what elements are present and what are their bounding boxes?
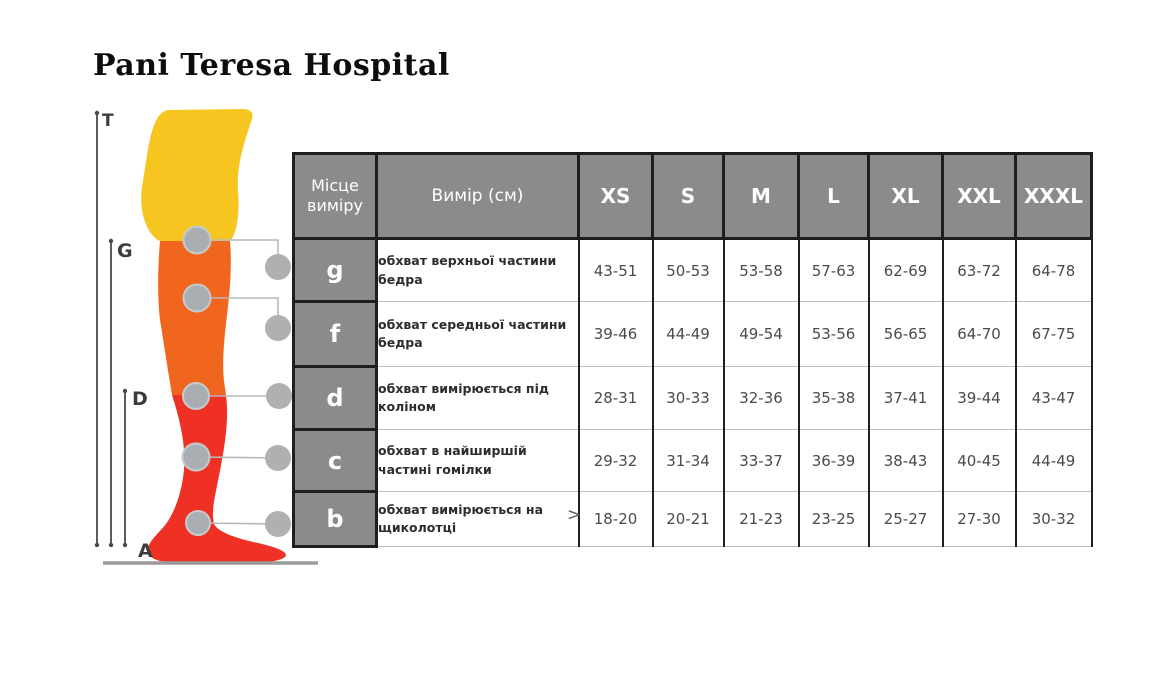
value-cell: 31-34 <box>651 429 725 492</box>
value-cell: 25-27 <box>867 491 944 547</box>
value-cell: 57-63 <box>797 238 870 302</box>
value-cell: 27-30 <box>941 491 1017 547</box>
column-header-size-xl: XL <box>867 152 944 240</box>
shin-foot-shape <box>147 395 286 565</box>
value-cell: 49-54 <box>722 301 800 367</box>
value-cell: 43-51 <box>577 238 654 302</box>
dimension-line-ends <box>94 110 128 548</box>
column-header-size-s: S <box>651 152 725 240</box>
value-cell: 20-21 <box>651 491 725 547</box>
calf-shape <box>158 241 231 395</box>
column-header-size-xxxl: XXXL <box>1014 152 1093 240</box>
column-header-measure: Вимір (см) <box>375 152 580 240</box>
row-label-f: f <box>292 300 378 368</box>
dimension-lines <box>96 113 126 545</box>
column-header-size-l: L <box>797 152 870 240</box>
label-G: G <box>117 240 133 262</box>
table-header-row: Місце виміру Вимір (см) XS S M L XL XXL … <box>292 152 1093 240</box>
value-cell: 38-43 <box>867 429 944 492</box>
measure-point-d <box>182 382 210 410</box>
column-header-size-xxl: XXL <box>941 152 1017 240</box>
value-cell: 39-46 <box>577 301 654 367</box>
page-title: Pani Teresa Hospital <box>93 48 450 83</box>
value-cell: 64-70 <box>941 301 1017 367</box>
value-cell: 30-32 <box>1014 491 1093 547</box>
value-cell: 40-45 <box>941 429 1017 492</box>
connector-dot-g <box>265 254 291 280</box>
connector-dots <box>265 254 292 537</box>
thigh-shape <box>141 109 253 241</box>
value-cell: 23-25 <box>797 491 870 547</box>
column-header-place: Місце виміру <box>292 152 378 240</box>
value-cell: 21-23 <box>722 491 800 547</box>
row-description-f: обхват середньої частини бедра <box>375 301 580 367</box>
value-cell: 50-53 <box>651 238 725 302</box>
value-cell: 28-31 <box>577 366 654 430</box>
value-cell: 18-20 <box>577 491 654 547</box>
row-description-c: обхват в найширшій частині гомілки <box>375 429 580 492</box>
table-row-g: g обхват верхньої частини бедра 43-51 50… <box>292 237 1093 303</box>
value-cell: 62-69 <box>867 238 944 302</box>
label-T: T <box>102 111 114 131</box>
table-row-f: f обхват середньої частини бедра 39-46 4… <box>292 300 1093 368</box>
label-D: D <box>132 388 148 410</box>
measure-point-g <box>182 225 212 255</box>
row-label-b: b <box>292 490 378 548</box>
row-label-d: d <box>292 365 378 431</box>
leg-diagram: T G D A <box>94 109 318 565</box>
connector-dot-f <box>265 315 291 341</box>
table-row-c: c обхват в найширшій частині гомілки 29-… <box>292 428 1093 493</box>
connector-dot-c <box>265 445 291 471</box>
dimension-labels: T G D A <box>102 111 153 562</box>
artifact-mark: > <box>567 505 582 525</box>
connector-dot-b <box>265 511 291 537</box>
row-label-g: g <box>292 237 378 303</box>
value-cell: 64-78 <box>1014 238 1093 302</box>
value-cell: 29-32 <box>577 429 654 492</box>
row-description-b: обхват вимірюється на щиколотці <box>375 491 580 547</box>
row-description-g: обхват верхньої частини бедра <box>375 238 580 302</box>
size-table: Місце виміру Вимір (см) XS S M L XL XXL … <box>292 152 1093 548</box>
column-header-size-xs: XS <box>577 152 654 240</box>
measure-point-b <box>185 510 211 536</box>
value-cell: 36-39 <box>797 429 870 492</box>
value-cell: 37-41 <box>867 366 944 430</box>
value-cell: 44-49 <box>651 301 725 367</box>
measure-point-f <box>182 283 212 313</box>
value-cell: 67-75 <box>1014 301 1093 367</box>
value-cell: 32-36 <box>722 366 800 430</box>
measure-point-c <box>181 442 211 472</box>
column-header-size-m: M <box>722 152 800 240</box>
value-cell: 56-65 <box>867 301 944 367</box>
connector-b <box>197 522 279 525</box>
value-cell: 53-56 <box>797 301 870 367</box>
row-label-c: c <box>292 428 378 493</box>
table-row-b: b обхват вимірюється на щиколотці 18-20 … <box>292 490 1093 548</box>
value-cell: 30-33 <box>651 366 725 430</box>
value-cell: 44-49 <box>1014 429 1093 492</box>
value-cell: 43-47 <box>1014 366 1093 430</box>
connector-dot-d <box>266 383 292 409</box>
measure-points <box>181 225 212 536</box>
value-cell: 53-58 <box>722 238 800 302</box>
value-cell: 63-72 <box>941 238 1017 302</box>
row-description-d: обхват вимірюється під коліном <box>375 366 580 430</box>
table-row-d: d обхват вимірюється під коліном 28-31 3… <box>292 365 1093 431</box>
value-cell: 39-44 <box>941 366 1017 430</box>
value-cell: 35-38 <box>797 366 870 430</box>
value-cell: 33-37 <box>722 429 800 492</box>
label-A: A <box>138 540 153 562</box>
